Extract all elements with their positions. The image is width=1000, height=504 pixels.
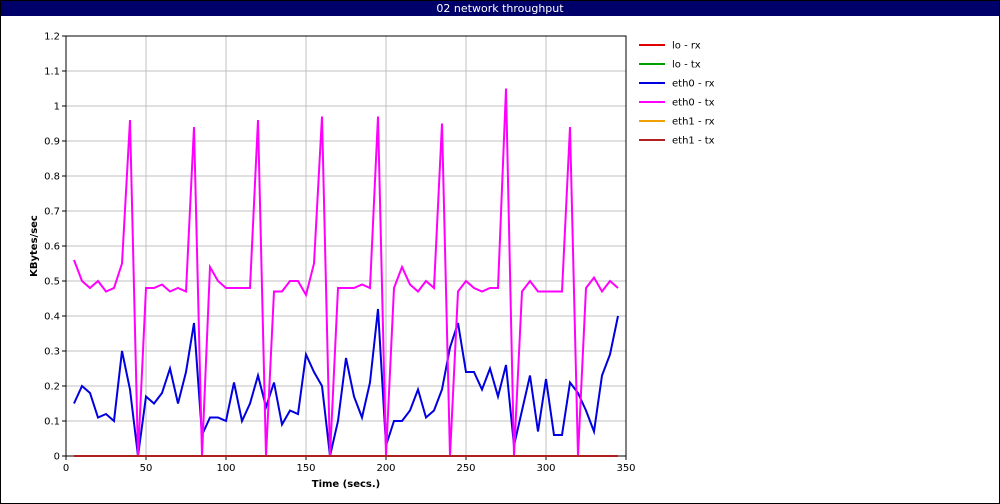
legend-label-eth0-tx: eth0 - tx: [672, 98, 715, 109]
x-tick-label: 150: [296, 463, 315, 474]
x-tick-label: 100: [216, 463, 235, 474]
series-line-eth0-rx: [73, 308, 619, 457]
x-tick-label: 250: [456, 463, 475, 474]
x-tick-label: 200: [376, 463, 395, 474]
y-tick-label: 0.6: [44, 242, 60, 253]
legend: lo - rx lo - tx eth0 - rx eth0 - tx eth1 - r…: [639, 41, 715, 147]
legend-label-lo-tx: lo - tx: [672, 60, 701, 71]
x-tick-label: 300: [536, 463, 555, 474]
series-line-eth0-tx: [73, 88, 619, 457]
y-tick-label: 0.3: [44, 347, 60, 358]
y-tick-label: 1: [54, 102, 60, 113]
x-axis-label: Time (secs.): [312, 479, 381, 490]
x-axis-ticks: 0 50 100 150 200 250 300 350: [63, 456, 636, 474]
y-tick-label: 0.1: [44, 417, 60, 428]
x-tick-label: 50: [140, 463, 153, 474]
x-tick-label: 350: [616, 463, 635, 474]
y-tick-label: 1.1: [44, 67, 60, 78]
y-tick-label: 0: [54, 452, 60, 463]
y-tick-label: 1.2: [44, 32, 60, 43]
y-tick-label: 0.8: [44, 172, 60, 183]
x-tick-label: 0: [63, 463, 69, 474]
legend-label-eth1-rx: eth1 - rx: [672, 117, 715, 128]
grid-lines: [66, 36, 626, 456]
legend-label-eth1-tx: eth1 - tx: [672, 136, 715, 147]
y-tick-label: 0.4: [44, 312, 60, 323]
y-tick-label: 0.2: [44, 382, 60, 393]
y-tick-label: 0.7: [44, 207, 60, 218]
series-lines: [73, 88, 619, 457]
y-tick-label: 0.5: [44, 277, 60, 288]
y-axis-ticks: 0 0.1 0.2 0.3 0.4 0.5 0.6 0.7 0.8 0.9 1 1.1 1.2: [44, 32, 66, 463]
y-axis-label: KBytes/sec: [29, 215, 40, 277]
legend-label-eth0-rx: eth0 - rx: [672, 79, 715, 90]
y-tick-label: 0.9: [44, 137, 60, 148]
chart-title: 02 network throughput: [1, 1, 999, 16]
legend-label-lo-rx: lo - rx: [672, 41, 701, 52]
